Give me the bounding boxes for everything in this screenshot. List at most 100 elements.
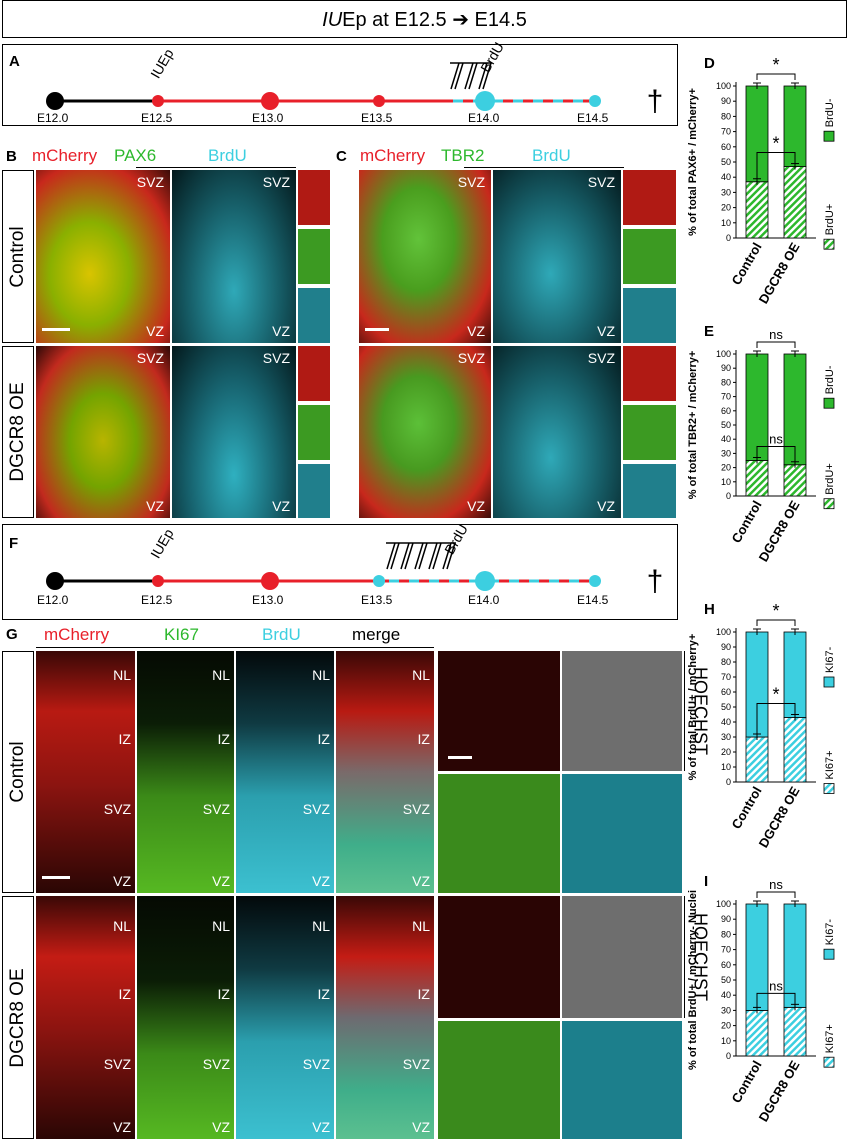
img-g-control-merge: NL IZ SVZ VZ [336,651,434,893]
y-axis-label: % of total PAX6+ / mCherry+ [687,88,699,236]
y-tick-label: 80 [721,111,731,121]
chan-b-mcherry: mCherry [32,146,98,165]
bar-BrdU+-0 [745,181,769,239]
legend-swatch-BrdU- [823,130,835,142]
scale-bar [365,328,389,331]
panel-label-f: F [9,535,19,552]
category-label: Control [728,240,764,288]
tick-e135-a: E13.5 [361,111,393,125]
scale-bar [42,876,70,879]
tick-e14-a: E14.0 [468,111,500,125]
panel-label-e: E [704,323,714,340]
tl-f-dot-e13 [261,572,279,590]
y-tick-label: 40 [721,990,731,1000]
legend-swatch-KI67- [823,676,835,688]
legend-label-BrdU-: BrdU- [824,98,836,127]
panel-label-g: G [6,626,18,643]
sig-bracket-bottom [756,992,796,1009]
tl-f-dot-e145 [589,575,601,587]
chan-g-ki67: KI67 [164,625,199,644]
hoechst-bracket-1 [684,651,685,771]
row-label-control-bc: Control [2,170,34,343]
sig-bracket-top [756,619,796,626]
legend-swatch-KI67- [823,948,835,960]
legend-swatch-KI67+ [823,1056,835,1068]
y-tick-label: 70 [721,392,731,402]
tl-f-dot-e12 [46,572,64,590]
img-b-control-zoom-green [298,229,330,284]
chart-d: D 0 10 20 30 40 50 60 70 80 90 100 % of total PAX6+ … [687,55,836,306]
y-tick-label: 0 [726,1051,731,1061]
y-tick-label: 60 [721,687,731,697]
tl-a-dot-e145 [589,95,601,107]
img-g-dgcr8-zoom-green [438,1021,560,1139]
y-tick-label: 80 [721,377,731,387]
y-tick-label: 100 [716,349,731,359]
y-tick-label: 0 [726,491,731,501]
img-g-control-mcherry: NL IZ SVZ VZ [36,651,135,893]
legend-label-BrdU+: BrdU+ [824,463,836,495]
bar-KI67--1 [783,903,807,1008]
img-g-dgcr8-brdu: NL IZ SVZ VZ [236,896,334,1139]
y-tick-label: 60 [721,142,731,152]
category-label: Control [728,784,764,832]
sig-bracket-bottom [756,703,796,735]
sig-bracket-top [756,341,796,348]
sig-bracket-top [756,891,796,898]
y-tick-label: 100 [716,81,731,91]
y-tick-label: 30 [721,448,731,458]
img-g-dgcr8-ki67: NL IZ SVZ VZ [137,896,234,1139]
sig-bracket-bottom [756,446,796,463]
timeline-f-box: F † IUEp BrdU E12.0 E12.5 E13.0 E13.5 E1… [2,521,678,620]
legend-label-BrdU-: BrdU- [824,365,836,394]
sig-label-top: * [772,601,779,621]
img-c-control-zoom-red [623,170,676,225]
y-tick-label: 0 [726,233,731,243]
tick-e12-a: E12.0 [37,111,69,125]
chan-c-tbr2: TBR2 [441,146,485,165]
timeline-a: † [46,62,663,118]
tick-e145-a: E14.5 [577,111,609,125]
dagger-f: † [647,565,664,598]
img-g-control-ki67: NL IZ SVZ VZ [137,651,234,893]
img-b-control-merge: SVZ VZ [36,170,170,343]
img-b-control-zoom-red [298,170,330,225]
y-tick-label: 20 [721,463,731,473]
panel-label-b: B [6,148,17,165]
y-tick-label: 70 [721,945,731,955]
y-tick-label: 50 [721,157,731,167]
img-c-dgcr8-zoom-red [623,346,676,401]
sig-label-top: ns [769,877,783,892]
img-b-dgcr8-brdu: SVZ VZ [172,346,296,518]
y-tick-label: 90 [721,914,731,924]
legend-label-KI67+: KI67+ [824,750,836,779]
y-tick-label: 90 [721,642,731,652]
img-g-dgcr8-zoom-red [438,896,560,1018]
y-tick-label: 10 [721,762,731,772]
panel-label-c: C [336,148,347,165]
y-tick-label: 50 [721,702,731,712]
row-label-dgcr8-bc: DGCR8 OE [2,346,34,518]
y-tick-label: 60 [721,406,731,416]
img-g-dgcr8-mcherry: NL IZ SVZ VZ [36,896,135,1139]
img-g-control-zoom-cyan [562,774,682,893]
bar-KI67+-0 [745,1009,769,1057]
img-b-control-brdu: SVZ VZ [172,170,296,343]
img-b-control-zoom-cyan [298,288,330,343]
category-label: Control [728,498,764,546]
timeline-f: † [46,542,664,598]
c-brdu-underline [464,167,624,168]
img-g-control-brdu: NL IZ SVZ VZ [236,651,334,893]
bar-BrdU+-0 [745,460,769,497]
chan-g-mcherry: mCherry [44,625,110,644]
bar-BrdU+-1 [783,464,807,497]
y-tick-label: 50 [721,420,731,430]
img-c-dgcr8-zoom-green [623,405,676,460]
y-tick-label: 90 [721,363,731,373]
chart-i: I 0 10 20 30 40 50 60 70 80 90 100 % of total BrdU+ … [687,873,836,1124]
g-header-underline [36,647,434,648]
sig-label-bottom: ns [769,432,783,447]
panel-label-d: D [704,55,715,72]
panel-label-i: I [704,873,708,890]
img-c-control-merge: SVZ VZ [359,170,491,343]
